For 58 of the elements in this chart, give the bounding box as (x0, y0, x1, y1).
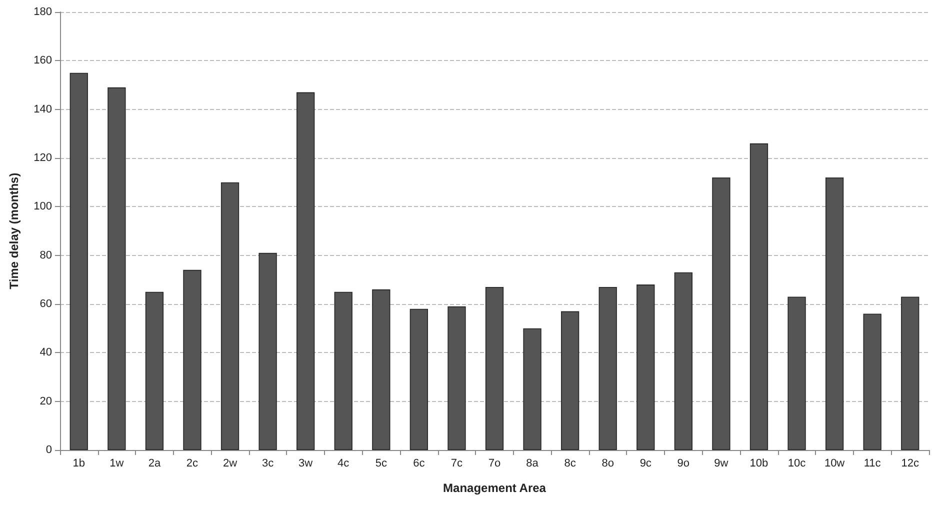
x-tick-label: 5c (375, 458, 388, 470)
y-tick-label: 160 (34, 54, 52, 67)
bar (863, 314, 882, 450)
x-tick-label: 2w (222, 458, 238, 470)
y-tick-label: 0 (46, 444, 52, 456)
y-tick-label: 100 (34, 200, 52, 213)
bar (145, 292, 164, 450)
y-tick-label: 140 (34, 103, 52, 116)
x-tick-label: 10c (788, 458, 806, 470)
x-tick-label: 7c (450, 458, 464, 470)
x-tick-label: 12c (901, 458, 920, 470)
x-tick-label: 1w (110, 458, 124, 470)
y-tick-label: 120 (34, 152, 52, 164)
x-tick-label: 9c (640, 458, 652, 470)
bar (296, 92, 315, 450)
y-axis-title: Time delay (months) (7, 172, 21, 290)
x-tick-label: 7o (488, 458, 501, 470)
x-tick-label: 10w (824, 458, 845, 470)
bar (825, 177, 844, 450)
x-tick-label: 9w (714, 458, 728, 470)
bar (334, 292, 352, 450)
y-tick-label: 20 (40, 395, 52, 408)
y-tick-label: 180 (34, 6, 52, 18)
bar (674, 272, 692, 450)
bar (598, 286, 617, 450)
x-tick-label: 8a (526, 458, 540, 470)
bar (220, 182, 240, 450)
y-tick-label: 40 (40, 346, 52, 359)
x-tick-label: 2a (148, 458, 162, 470)
x-tick-label: 9o (677, 458, 690, 470)
x-axis-title: Management Area (443, 481, 546, 495)
x-tick-label: 10b (750, 458, 768, 470)
x-tick-label: 3c (262, 458, 274, 470)
x-tick-label: 8o (602, 458, 614, 470)
bar (636, 284, 655, 450)
bar (258, 252, 277, 450)
x-tick-label: 8c (564, 458, 576, 470)
bar (750, 143, 768, 450)
y-tick-label: 80 (40, 249, 52, 262)
bar (372, 289, 390, 450)
bar (788, 296, 806, 450)
x-tick-label: 2c (186, 458, 199, 470)
x-tick-label: 4c (338, 458, 350, 470)
bar (901, 296, 920, 450)
bar (70, 72, 88, 450)
bar (410, 308, 428, 450)
x-tick-label: 3w (298, 458, 313, 470)
x-tick-label: 11c (864, 458, 882, 470)
bar (560, 311, 580, 450)
x-tick-label: 1b (72, 458, 86, 470)
bar (448, 306, 466, 450)
y-tick-label: 60 (40, 298, 52, 310)
bar (183, 270, 202, 450)
bar (523, 328, 542, 450)
bar (108, 87, 126, 450)
x-tick-label: 6c (413, 458, 426, 470)
bar (712, 177, 730, 450)
bar (485, 286, 504, 450)
